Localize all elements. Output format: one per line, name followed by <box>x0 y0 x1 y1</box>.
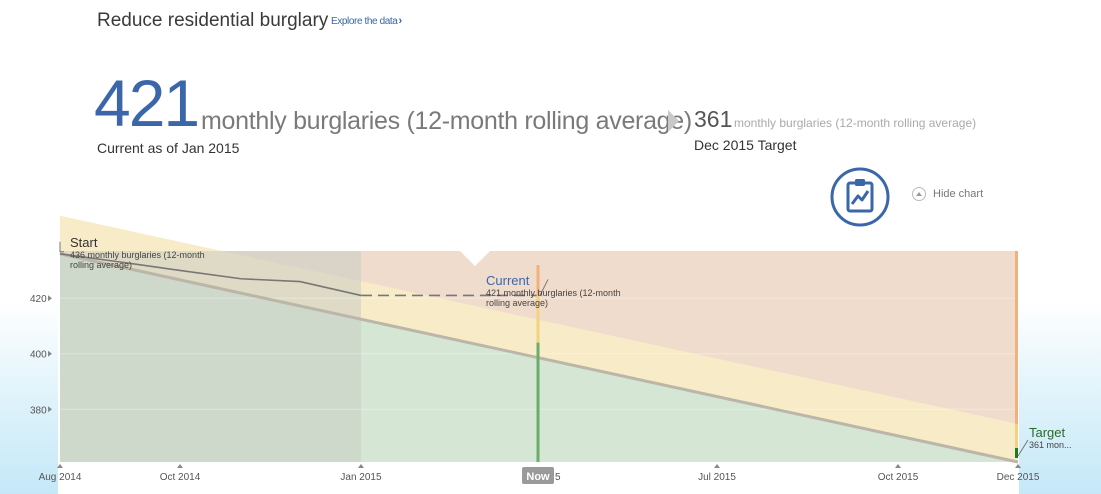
explore-data-link[interactable]: Explore the data› <box>331 15 402 27</box>
x-tick-Oct 2015 <box>895 464 902 468</box>
current-annotation-line1: 421 monthly burglaries (12-month <box>486 288 621 298</box>
clipboard-chart-icon <box>830 167 890 227</box>
chevron-up-icon <box>912 187 926 201</box>
current-annotation-title: Current <box>486 273 530 288</box>
current-value: 421 <box>94 66 200 140</box>
y-tick-label-420: 420 <box>30 294 47 305</box>
x-tick-label-Oct 2014: Oct 2014 <box>160 472 201 483</box>
target-bar-green <box>1015 448 1018 458</box>
chevron-right-icon: › <box>398 15 402 27</box>
chart-view-button[interactable] <box>830 167 890 227</box>
explore-data-label: Explore the data <box>331 16 398 27</box>
y-tick-400 <box>48 350 52 357</box>
x-tick-Dec 2015 <box>1015 464 1021 468</box>
arrow-right-icon <box>668 110 679 132</box>
now-badge-suffix: 5 <box>555 472 561 483</box>
current-leader-line <box>539 279 549 296</box>
y-tick-label-400: 400 <box>30 350 47 361</box>
now-badge-label: Now <box>526 471 550 483</box>
x-tick-Aug 2014 <box>57 464 63 468</box>
x-tick-label-Oct 2015: Oct 2015 <box>878 472 919 483</box>
current-unit: monthly burglaries (12-month rolling ave… <box>201 107 692 135</box>
target-annotation-text: 361 mon... <box>1029 440 1072 450</box>
chart-notch <box>460 251 490 266</box>
x-tick-Oct 2014 <box>176 464 183 468</box>
y-tick-label-380: 380 <box>30 405 47 416</box>
start-annotation-line1: 436 monthly burglaries (12-month <box>70 250 205 260</box>
hide-chart-label: Hide chart <box>933 188 984 200</box>
actual-line <box>59 252 362 297</box>
x-tick-label-Jan 2015: Jan 2015 <box>340 472 382 483</box>
target-unit: monthly burglaries (12-month rolling ave… <box>734 116 977 130</box>
target-value: 361 <box>694 106 733 132</box>
x-tick-Jan 2015 <box>357 464 364 468</box>
now-badge <box>522 467 555 484</box>
x-tick-Jul 2015 <box>714 464 721 468</box>
current-annotation-line2: rolling average) <box>486 298 548 308</box>
start-annotation-line2: rolling average) <box>70 260 132 270</box>
past-period-shade <box>60 251 361 462</box>
y-tick-420 <box>48 295 52 302</box>
target-annotation-title: Target <box>1029 425 1066 440</box>
x-tick-label-Jul 2015: Jul 2015 <box>698 472 736 483</box>
start-annotation-title: Start <box>70 235 98 250</box>
current-as-of: Current as of Jan 2015 <box>97 140 240 156</box>
target-date: Dec 2015 Target <box>694 137 797 153</box>
start-marker <box>59 241 64 253</box>
x-tick-label-Dec 2015: Dec 2015 <box>997 472 1040 483</box>
target-leader-line <box>1017 439 1029 457</box>
page-title: Reduce residential burglary <box>97 10 329 31</box>
x-tick-label-Aug 2014: Aug 2014 <box>39 472 82 483</box>
hide-chart-button[interactable]: Hide chart <box>912 187 983 201</box>
y-tick-380 <box>48 406 52 413</box>
